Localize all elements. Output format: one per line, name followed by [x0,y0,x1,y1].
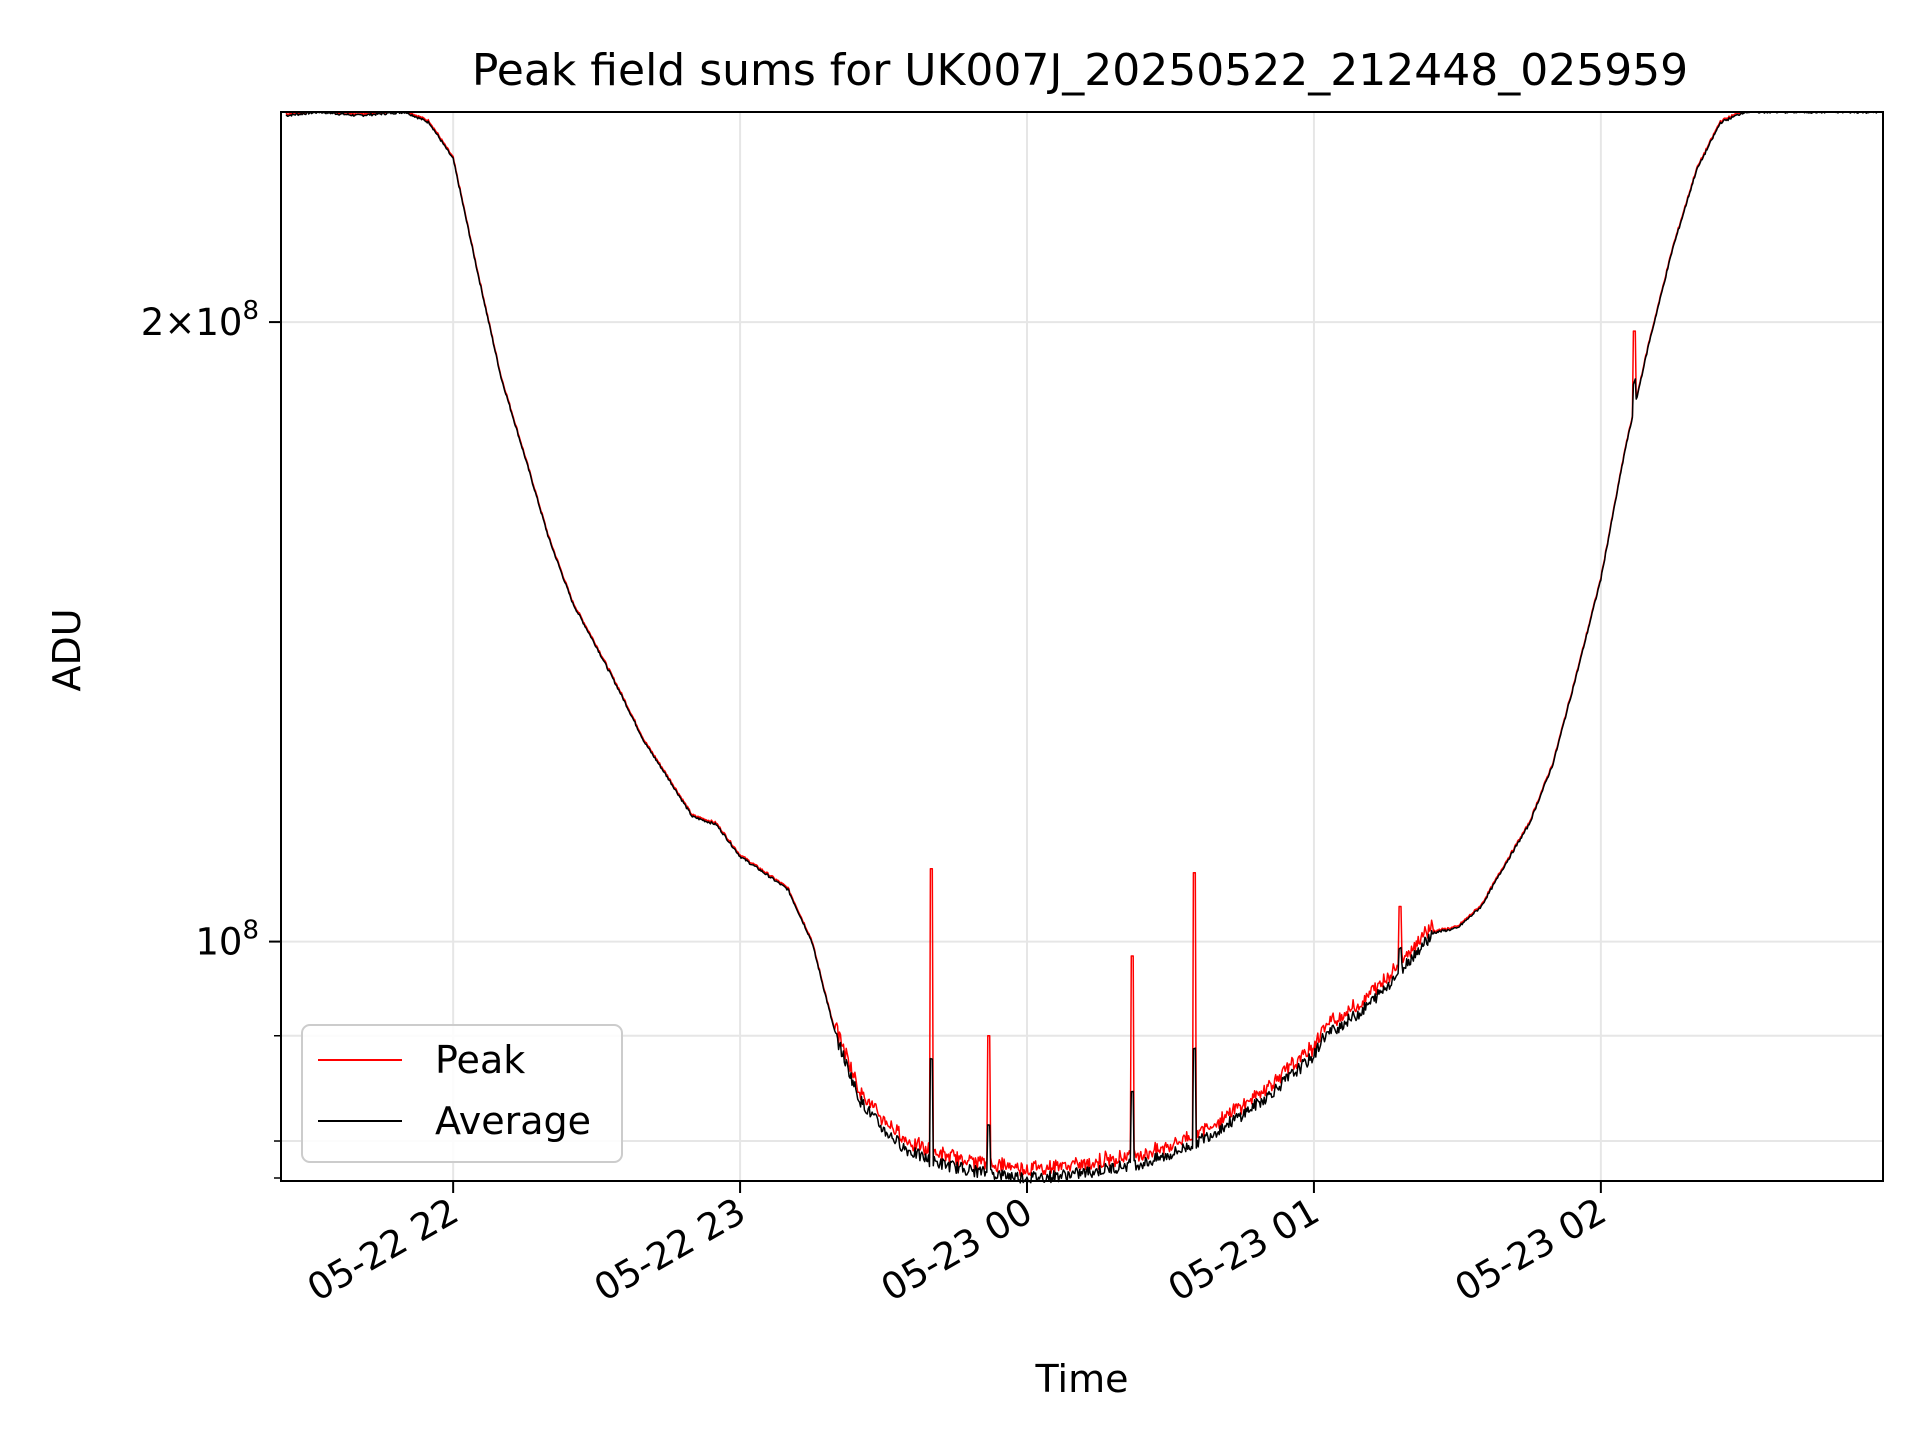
x-axis-label: Time [1035,1357,1129,1401]
series-layer [285,111,1883,1184]
y-tick-part: 2 [141,301,165,344]
y-tick-part: 10 [195,301,242,344]
plot-frame [280,111,1884,1182]
y-tick-part: × [164,301,195,344]
legend-peak-label: Peak [435,1038,525,1082]
legend-average-label: Average [435,1099,591,1143]
y-tick-part: 10 [195,921,242,964]
y-tick-exponent: 8 [242,296,259,326]
series-line-average [285,111,1883,1184]
chart-title: Peak field sums for UK007J_20250522_2124… [472,45,1688,96]
y-tick-label: 108 [195,916,259,964]
y-axis-label: ADU [45,608,89,691]
y-tick-exponent: 8 [242,916,259,946]
legend: Peak Average [301,1024,623,1163]
y-tick-label: 2×108 [141,296,259,344]
